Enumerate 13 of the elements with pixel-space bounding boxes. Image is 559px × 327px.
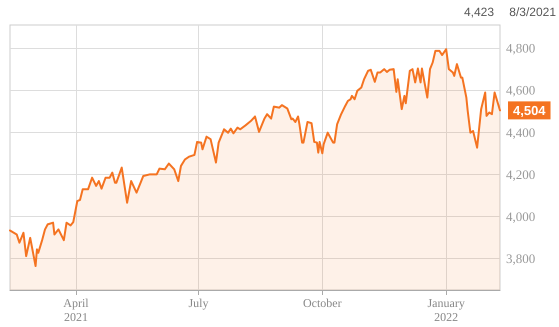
y-tick-label: 4,400 [506,124,536,140]
y-tick-label: 4,800 [506,40,536,56]
text: 4,423 [464,5,494,19]
x-tick-label: October [302,296,342,310]
y-tick-label: 4,600 [506,82,536,98]
x-tick-label: January 2022 [427,296,465,324]
text: 8/3/2021 [509,5,556,19]
y-tick-label: 3,800 [506,250,536,266]
y-tick-label: 4,200 [506,166,536,182]
data-label: 4,504 [513,102,546,118]
y-tick-label: 4,000 [506,208,536,224]
x-tick-label: July [188,296,208,310]
x-tick-label: April 2021 [63,296,90,324]
